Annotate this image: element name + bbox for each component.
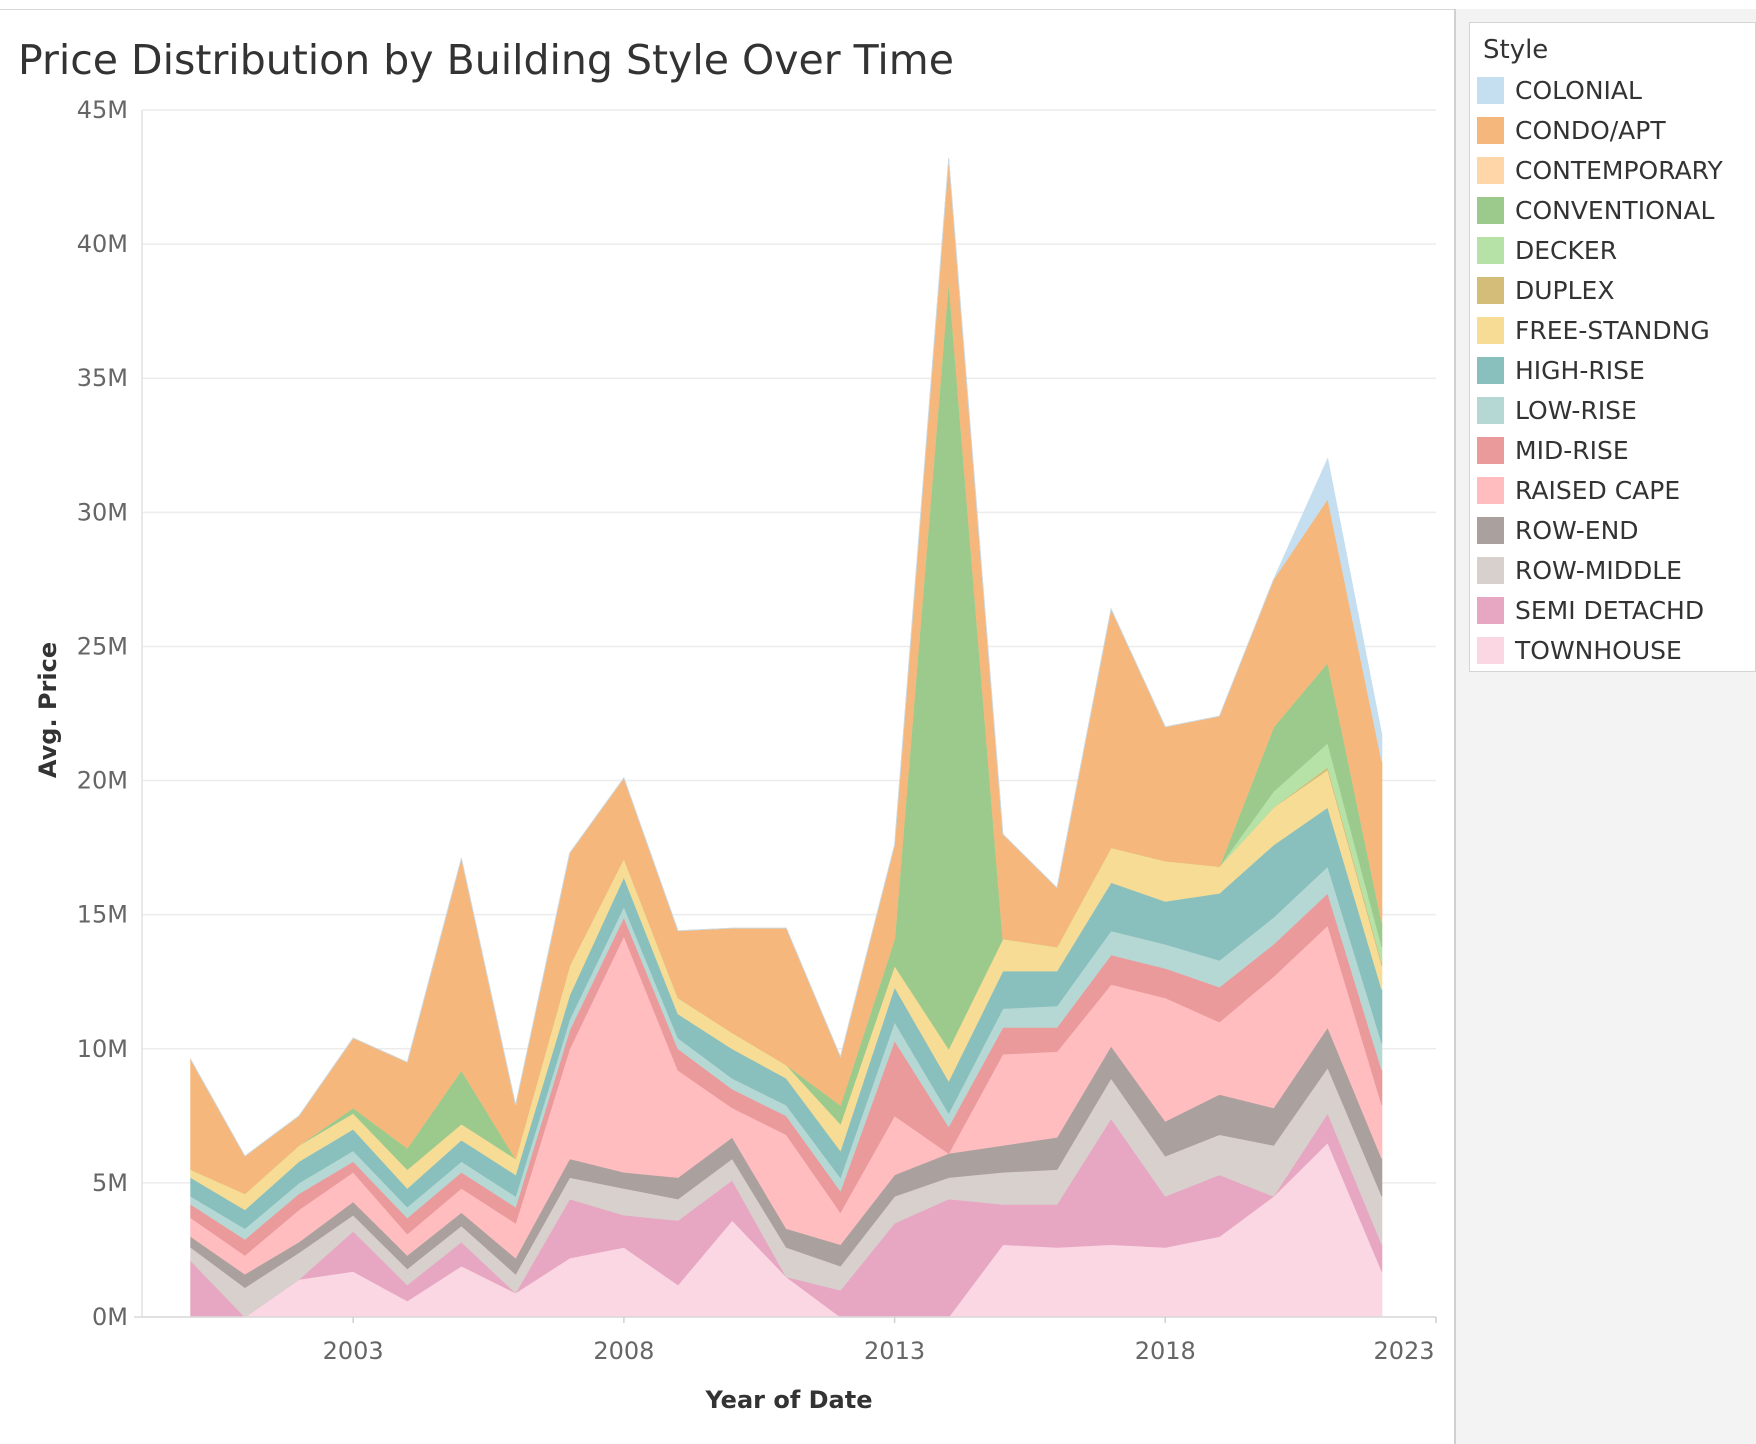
y-axis-title: Avg. Price: [34, 642, 62, 778]
legend-swatch: [1477, 477, 1504, 504]
legend-label: SEMI DETACHD: [1515, 596, 1705, 625]
y-tick-label: 5M: [92, 1169, 128, 1197]
legend-item-row-middle[interactable]: ROW-MIDDLE: [1470, 551, 1756, 591]
axes: [134, 110, 1436, 1318]
legend-swatch: [1477, 157, 1504, 184]
legend-label: DUPLEX: [1515, 276, 1615, 305]
legend-item-low-rise[interactable]: LOW-RISE: [1470, 391, 1756, 431]
legend-swatch: [1477, 317, 1504, 344]
legend-swatch: [1477, 557, 1504, 584]
x-tick-label: 2023: [1373, 1337, 1434, 1365]
top-border: [0, 9, 1456, 10]
legend-swatch: [1477, 237, 1504, 264]
x-axis-ticks: 2003 2008 2013 2018 2023: [323, 1317, 1437, 1365]
legend-label: LOW-RISE: [1515, 396, 1637, 425]
y-tick-label: 25M: [77, 632, 128, 660]
legend-label: FREE-STANDNG: [1515, 316, 1710, 345]
legend-swatch: [1477, 357, 1504, 384]
legend-item-condo-apt[interactable]: CONDO/APT: [1470, 111, 1756, 151]
legend-item-contemporary[interactable]: CONTEMPORARY: [1470, 151, 1756, 191]
legend-swatch: [1477, 637, 1504, 664]
legend-title: Style: [1483, 35, 1549, 65]
legend-label: CONVENTIONAL: [1515, 196, 1715, 225]
area-colonial[interactable]: [190, 158, 1383, 1157]
y-axis-ticks: 0M 5M 10M 15M 20M 25M 30M 35M 40M 45M: [77, 96, 128, 1331]
legend-label: MID-RISE: [1515, 436, 1629, 465]
x-tick-label: 2018: [1135, 1337, 1196, 1365]
legend[interactable]: Style COLONIAL CONDO/APT CONTEMPORARY CONVE…: [1469, 22, 1756, 672]
legend-label: TOWNHOUSE: [1515, 636, 1682, 665]
legend-item-raised-cape[interactable]: RAISED CAPE: [1470, 471, 1756, 511]
y-tick-label: 35M: [77, 364, 128, 392]
legend-item-mid-rise[interactable]: MID-RISE: [1470, 431, 1756, 471]
legend-item-semi-detachd[interactable]: SEMI DETACHD: [1470, 591, 1756, 631]
x-axis-title: Year of Date: [705, 1386, 873, 1414]
x-tick-label: 2013: [864, 1337, 925, 1365]
legend-item-decker[interactable]: DECKER: [1470, 231, 1756, 271]
legend-swatch: [1477, 197, 1504, 224]
legend-label: CONDO/APT: [1515, 116, 1666, 145]
legend-label: RAISED CAPE: [1515, 476, 1681, 505]
y-tick-label: 45M: [77, 96, 128, 124]
legend-label: HIGH-RISE: [1515, 356, 1645, 385]
legend-swatch: [1477, 437, 1504, 464]
stacked-areas: [190, 158, 1383, 1318]
legend-swatch: [1477, 397, 1504, 424]
y-tick-label: 0M: [92, 1303, 128, 1331]
legend-item-row-end[interactable]: ROW-END: [1470, 511, 1756, 551]
legend-item-duplex[interactable]: DUPLEX: [1470, 271, 1756, 311]
legend-label: COLONIAL: [1515, 76, 1642, 105]
legend-item-conventional[interactable]: CONVENTIONAL: [1470, 191, 1756, 231]
chart-area[interactable]: 0M 5M 10M 15M 20M 25M 30M 35M 40M 45M 2003 2008 201…: [0, 0, 1440, 1444]
legend-label: DECKER: [1515, 236, 1618, 265]
chart-title: Price Distribution by Building Style Ove…: [18, 36, 954, 84]
legend-item-colonial[interactable]: COLONIAL: [1470, 71, 1756, 111]
y-tick-label: 10M: [77, 1035, 128, 1063]
y-tick-label: 20M: [77, 767, 128, 795]
legend-swatch: [1477, 277, 1504, 304]
legend-item-free-standng[interactable]: FREE-STANDNG: [1470, 311, 1756, 351]
pane-divider[interactable]: [1454, 9, 1456, 1444]
legend-label: CONTEMPORARY: [1515, 156, 1723, 185]
legend-item-high-rise[interactable]: HIGH-RISE: [1470, 351, 1756, 391]
legend-swatch: [1477, 117, 1504, 144]
x-tick-label: 2003: [323, 1337, 384, 1365]
legend-swatch: [1477, 77, 1504, 104]
legend-swatch: [1477, 597, 1504, 624]
x-tick-label: 2008: [593, 1337, 654, 1365]
legend-swatch: [1477, 517, 1504, 544]
y-tick-label: 40M: [77, 230, 128, 258]
legend-item-townhouse[interactable]: TOWNHOUSE: [1470, 631, 1756, 671]
legend-label: ROW-MIDDLE: [1515, 556, 1682, 585]
legend-label: ROW-END: [1515, 516, 1639, 545]
y-tick-label: 30M: [77, 498, 128, 526]
y-tick-label: 15M: [77, 901, 128, 929]
